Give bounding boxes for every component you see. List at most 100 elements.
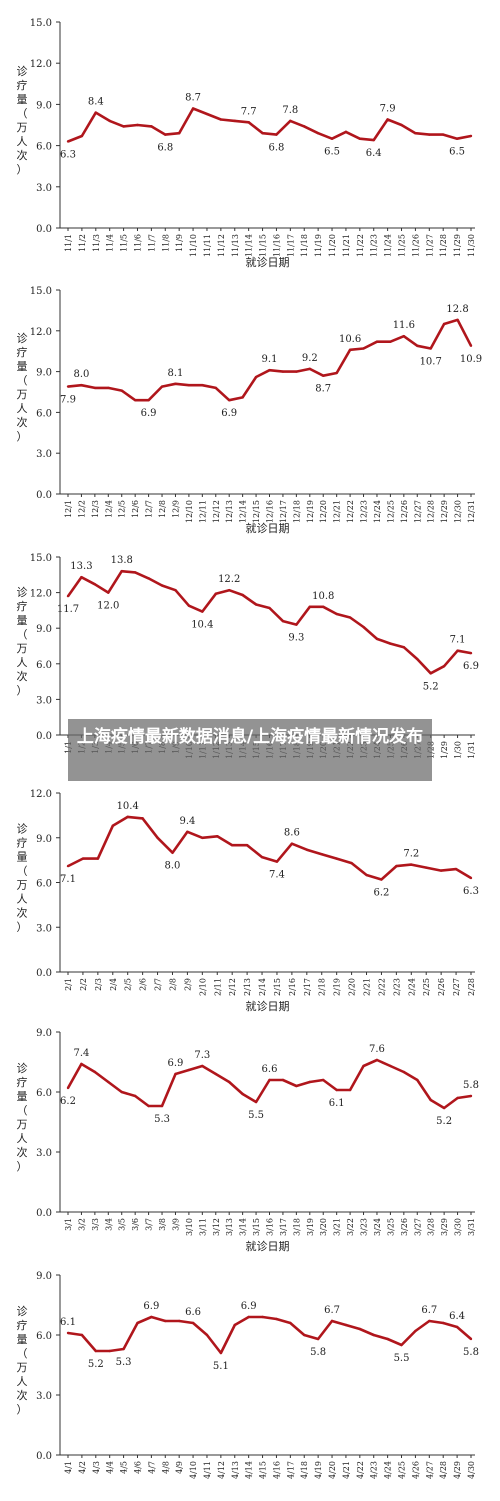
data-point xyxy=(469,876,473,880)
x-tick-label: 3/1 xyxy=(64,1218,73,1231)
data-point xyxy=(289,119,292,123)
y-tick-label: 0.0 xyxy=(36,731,52,742)
data-label: 6.9 xyxy=(141,408,157,419)
data-point xyxy=(455,137,459,140)
x-tick-label: 3/17 xyxy=(279,1218,288,1236)
x-tick-label: 2/1 xyxy=(64,978,73,991)
data-label: 6.9 xyxy=(463,661,479,672)
y-tick-label: 6.0 xyxy=(36,1088,52,1099)
x-tick-label: 12/20 xyxy=(319,500,328,523)
x-tick-label: 12/12 xyxy=(212,500,221,523)
data-point xyxy=(164,133,167,136)
data-point xyxy=(414,132,417,135)
data-point xyxy=(386,118,389,121)
y-tick-label: 15.0 xyxy=(30,553,52,564)
data-label: 6.9 xyxy=(241,1301,257,1312)
x-tick-label: 2/17 xyxy=(303,978,312,996)
x-tick-label: 3/22 xyxy=(346,1218,355,1236)
x-tick-label: 3/13 xyxy=(225,1218,234,1236)
data-label: 7.4 xyxy=(73,1048,89,1059)
data-point xyxy=(254,375,258,379)
data-point xyxy=(295,623,298,626)
data-point xyxy=(245,844,249,847)
y-tick-label: 9.0 xyxy=(36,834,52,845)
data-point xyxy=(230,844,234,847)
data-point xyxy=(120,1090,123,1094)
data-point xyxy=(122,1347,125,1351)
x-tick-label: 4/21 xyxy=(342,1461,351,1479)
data-label: 7.1 xyxy=(450,635,466,646)
x-tick-label: 4/27 xyxy=(425,1461,434,1479)
data-point xyxy=(308,1080,311,1084)
x-tick-label: 11/23 xyxy=(370,234,379,257)
x-tick-label: 11/19 xyxy=(314,234,323,257)
y-tick-label: 9.0 xyxy=(36,624,52,635)
data-point xyxy=(308,605,311,609)
data-label: 10.6 xyxy=(339,334,361,345)
data-point xyxy=(316,132,320,135)
x-tick-label: 11/1 xyxy=(64,234,73,252)
x-tick-label: 12/19 xyxy=(306,500,315,523)
x-tick-label: 3/2 xyxy=(77,1218,86,1231)
data-point xyxy=(410,863,413,866)
x-tick-label: 2/23 xyxy=(392,978,401,996)
data-label: 10.9 xyxy=(460,354,482,365)
data-label: 6.2 xyxy=(60,1096,76,1107)
data-point xyxy=(375,340,379,343)
data-point xyxy=(219,1351,223,1355)
y-tick-label: 9.0 xyxy=(36,1271,52,1282)
y-axis-label: 诊疗量（万人次） xyxy=(17,64,28,176)
data-point xyxy=(122,125,125,128)
data-point xyxy=(107,591,110,594)
x-tick-label: 4/3 xyxy=(92,1461,101,1474)
data-label: 6.3 xyxy=(463,886,479,897)
data-label: 6.8 xyxy=(157,143,173,154)
series-line xyxy=(67,107,472,143)
x-tick-label: 2/8 xyxy=(168,978,177,991)
data-point xyxy=(386,1337,389,1341)
data-label: 7.3 xyxy=(194,1050,210,1061)
data-label: 7.9 xyxy=(380,104,396,115)
data-point xyxy=(389,642,392,645)
x-tick-label: 12/29 xyxy=(440,500,449,523)
data-point xyxy=(133,1094,137,1098)
data-point xyxy=(80,1333,84,1337)
x-tick-label: 4/2 xyxy=(78,1461,87,1474)
x-tick-label: 12/25 xyxy=(386,500,395,523)
overlay-title-banner[interactable]: 上海疫情最新数据消息/上海疫情最新情况发布 xyxy=(68,719,432,781)
data-point xyxy=(442,133,445,136)
x-tick-label: 12/28 xyxy=(427,500,436,523)
y-axis-label: 诊疗量（万人次） xyxy=(17,585,28,697)
x-tick-label: 12/21 xyxy=(333,500,342,523)
y-tick-label: 6.0 xyxy=(36,879,52,890)
x-tick-label: 3/29 xyxy=(440,1218,449,1236)
data-point xyxy=(425,866,428,869)
data-point xyxy=(147,398,150,402)
data-point xyxy=(455,1325,459,1329)
x-tick-label: 3/20 xyxy=(319,1218,328,1236)
x-tick-label: 12/23 xyxy=(360,500,369,523)
y-tick-label: 6.0 xyxy=(36,142,52,153)
y-tick-label: 12.0 xyxy=(30,789,52,800)
x-tick-label: 11/21 xyxy=(342,234,351,257)
x-tick-label: 3/30 xyxy=(454,1218,463,1236)
x-tick-label: 11/10 xyxy=(189,234,198,257)
data-point xyxy=(308,367,311,371)
y-tick-label: 6.0 xyxy=(36,1331,52,1342)
x-tick-label: 2/27 xyxy=(452,978,461,996)
data-point xyxy=(147,1104,150,1108)
x-tick-label: 2/18 xyxy=(318,978,327,996)
data-point xyxy=(214,592,217,595)
data-point xyxy=(66,140,70,143)
x-tick-label: 11/30 xyxy=(467,234,476,257)
data-point xyxy=(268,606,271,610)
data-point xyxy=(348,616,352,619)
x-tick-label: 4/16 xyxy=(272,1461,281,1479)
data-point xyxy=(330,1319,334,1323)
x-tick-label: 2/16 xyxy=(288,978,297,996)
data-point xyxy=(141,817,144,820)
x-tick-label: 4/22 xyxy=(356,1461,365,1479)
data-point xyxy=(205,112,209,116)
x-tick-label: 3/14 xyxy=(239,1218,248,1236)
x-tick-label: 11/8 xyxy=(161,234,170,252)
